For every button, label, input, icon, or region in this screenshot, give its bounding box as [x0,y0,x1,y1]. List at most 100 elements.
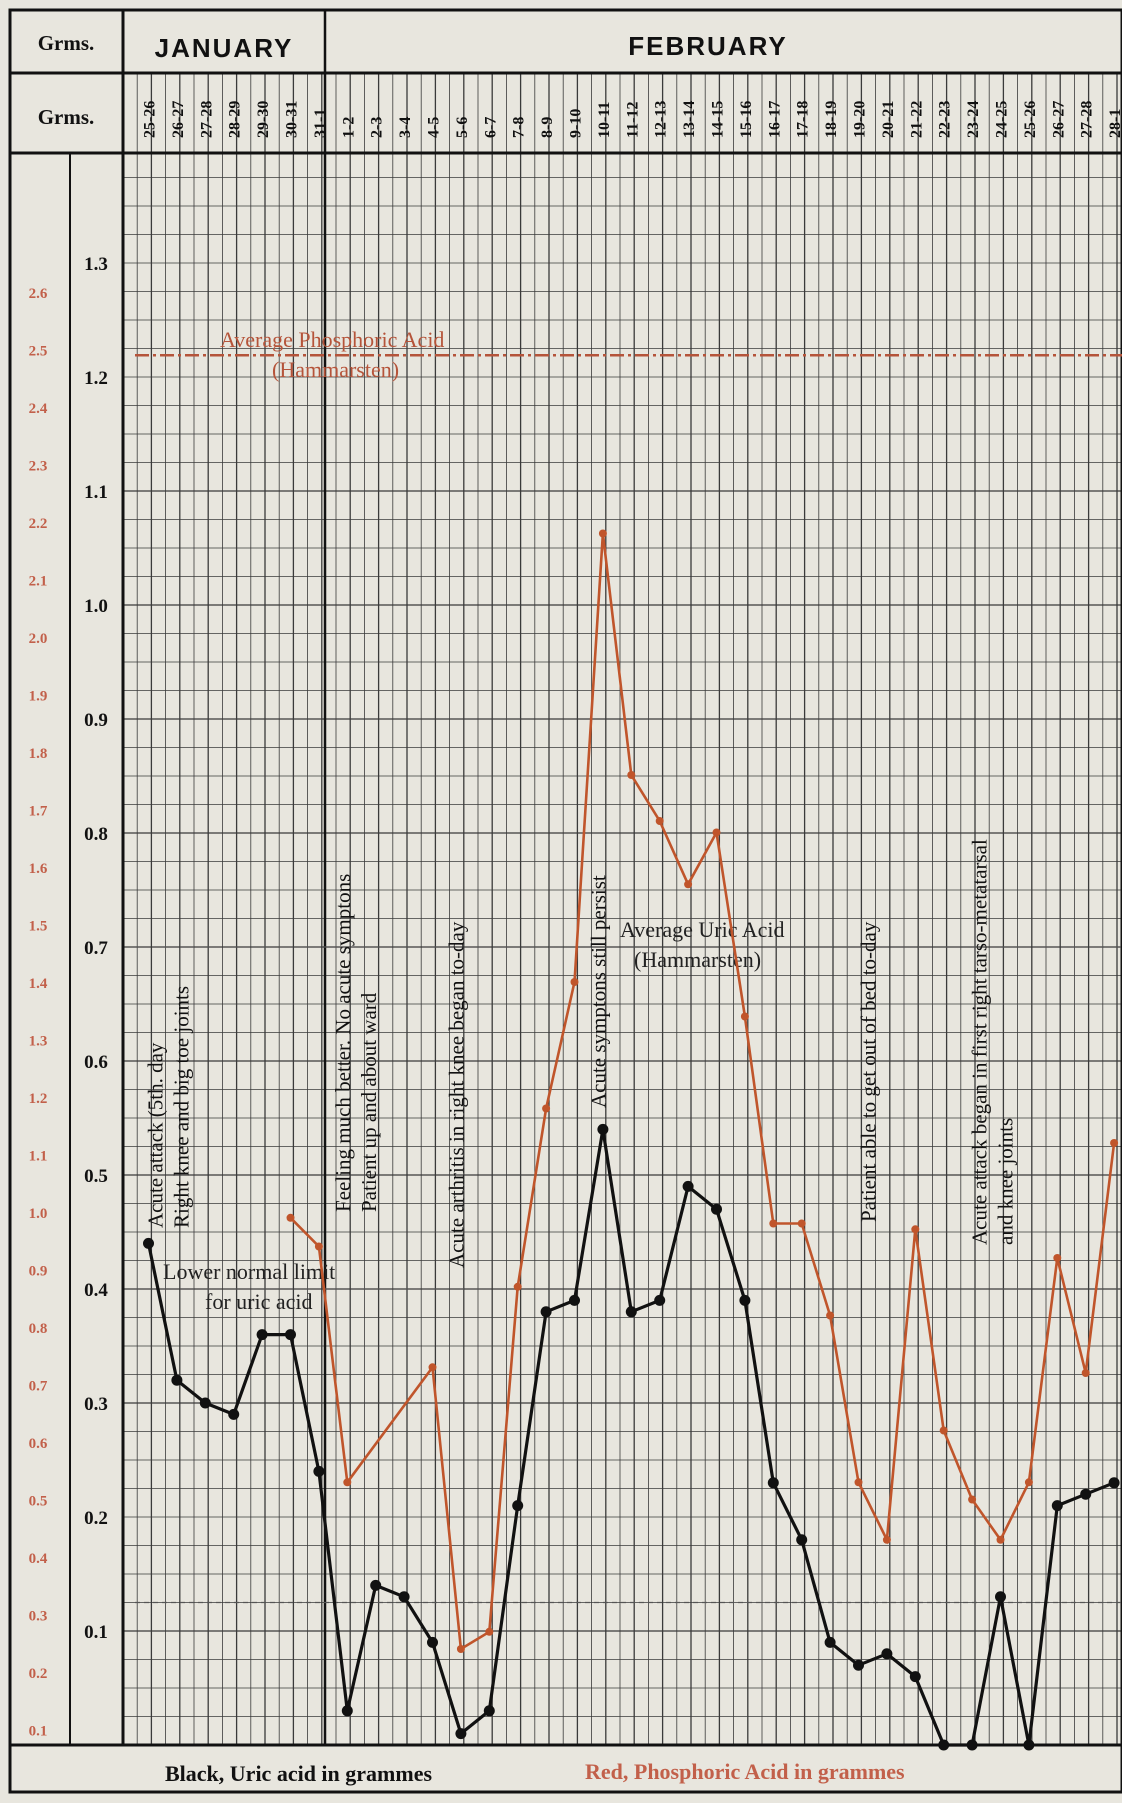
category-label: 28-1 [1107,109,1122,138]
uric-point [398,1591,410,1603]
legend-phosphoric: Red, Phosphoric Acid in grammes [585,1759,905,1784]
phosphoric-point [854,1478,863,1487]
annotation-text: Acute symptons still persist [587,875,611,1108]
phosphoric-tick-label: 1.0 [29,1206,48,1222]
uric-tick-label: 0.7 [84,938,108,959]
uric-point [285,1329,296,1341]
uric-point [370,1579,382,1591]
uric-point [313,1465,325,1477]
phosphoric-tick-label: 1.4 [29,976,48,992]
category-label: 18-19 [823,101,840,138]
uric-point [711,1203,722,1215]
uric-point [199,1397,211,1409]
category-label: 15-16 [738,101,755,138]
annotation-text: Right knee and big toe joints [170,986,194,1228]
uric-point [455,1728,467,1740]
category-label: 20-21 [880,101,897,138]
category-label: 25-26 [1022,101,1039,138]
uric-point [483,1705,495,1717]
phosphoric-tick-label: 2.5 [29,344,48,360]
phosphoric-point [911,1225,920,1234]
uric-point [824,1636,836,1648]
uric-tick-label: 1.2 [84,368,108,389]
phosphoric-line [289,533,1116,1652]
phosphoric-point [826,1311,835,1320]
uric-tick-label: 0.9 [84,710,108,731]
annotations: Acute attack (5th. day Right knee and big… [144,839,1018,1268]
phosphoric-point [655,817,664,825]
frame [8,8,1122,1794]
ref-sublabel: (Hammarsten) [272,357,399,382]
uric-tick-label: 0.8 [84,824,108,845]
phosphoric-point [797,1219,806,1228]
category-label: 3-4 [397,117,414,138]
phosphoric-tick-label: 0.1 [29,1724,48,1740]
category-label: 13-14 [681,101,698,138]
phosphoric-tick-label: 0.8 [29,1321,48,1337]
phosphoric-point [598,529,607,538]
phosphoric-tick-label: 1.3 [29,1034,48,1050]
uric-point [427,1636,438,1648]
phosphoric-tick-label: 2.2 [29,516,48,532]
uric-point [341,1705,353,1717]
category-label: 26-27 [1050,101,1067,138]
ref-label: Lower normal limit [163,1259,335,1284]
phosphoric-tick-label: 2.1 [29,574,48,590]
category-label: 16-17 [766,101,783,138]
uric-tick-label: 0.6 [84,1052,108,1073]
uric-point [1108,1477,1120,1489]
category-label: 25-26 [142,101,159,138]
phosphoric-tick-label: 2.6 [29,286,48,302]
category-label: 1-2 [340,117,357,138]
uric-point [512,1500,524,1512]
phosphoric-tick-label: 0.2 [29,1666,48,1682]
phosphoric-tick-label: 0.3 [29,1609,48,1625]
phosphoric-point [286,1213,295,1222]
phosphoric-point [627,771,636,779]
uric-point [881,1648,893,1660]
category-label: 2-3 [369,117,386,138]
category-label: 14-15 [710,101,727,138]
category-label: 23-24 [965,101,982,138]
uric-tick-label: 0.4 [84,1280,108,1301]
phosphoric-tick-label: 1.8 [29,746,48,762]
uric-tick-label: 0.5 [84,1166,108,1187]
phosphoric-point [740,1012,749,1021]
phosphoric-point [542,1104,551,1113]
uric-point [171,1374,183,1386]
category-labels: 25-26 26-27 27-28 28-29 29-30 30-31 31-1 1-2 2-3… [142,101,1122,138]
uric-point [256,1329,268,1341]
category-label: 4-5 [426,117,443,138]
uric-tick-label: 1.0 [84,596,108,617]
phosphoric-point [769,1219,778,1228]
phosphoric-tick-label: 0.6 [29,1436,48,1452]
phosphoric-point [712,828,721,837]
phosphoric-point [1081,1369,1090,1377]
uric-point [767,1477,779,1489]
uric-point [540,1306,552,1318]
category-label: 24-25 [994,101,1011,138]
uric-tick-label: 0.2 [84,1508,108,1529]
phosphoric-tick-label: 1.6 [29,861,48,877]
series [143,529,1120,1751]
category-label: 29-30 [255,101,272,138]
uric-point [909,1671,921,1683]
uric-point [1080,1488,1092,1500]
phosphoric-point [684,880,693,889]
phosphoric-point [485,1627,494,1636]
ref-sublabel: for uric acid [205,1289,313,1314]
phosphoric-point [968,1495,977,1504]
uric-tick-label: 0.3 [84,1394,108,1415]
annotation-text: and knee joints [993,1118,1017,1245]
phosphoric-point [456,1645,465,1653]
phosphoric-tick-label: 0.5 [29,1494,48,1510]
category-label: 19-20 [852,101,869,138]
ref-label: Average Phosphoric Acid [220,327,444,352]
category-label: 10-11 [596,102,613,138]
axis-header-label: Grms. [38,105,95,129]
phosphoric-tick-label: 0.4 [29,1551,48,1567]
month-january: JANUARY [155,33,294,63]
phosphoric-point [1053,1254,1062,1262]
